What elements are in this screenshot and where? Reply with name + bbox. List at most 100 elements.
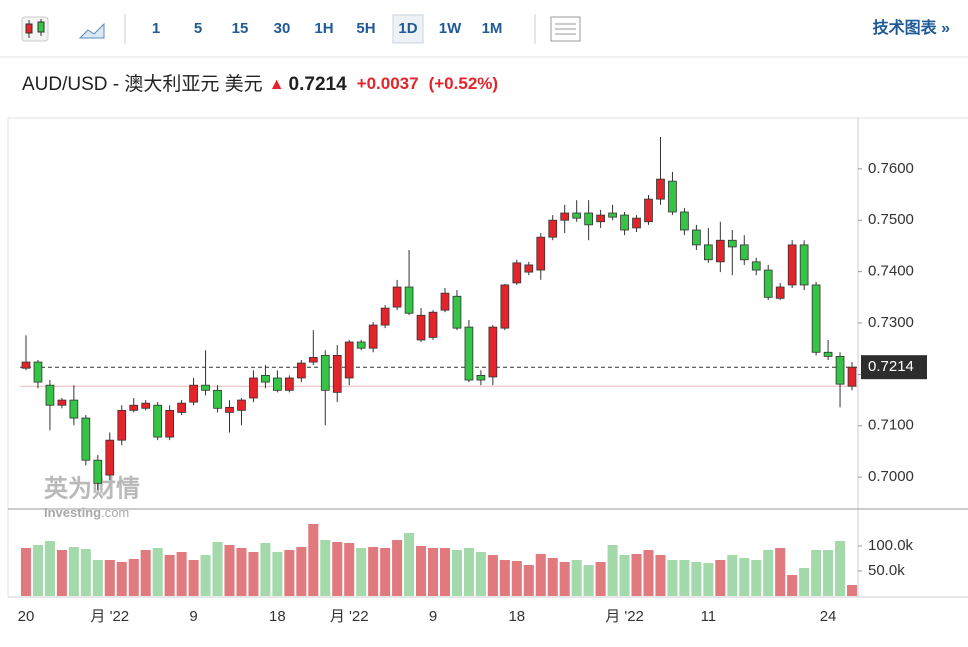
candle-body	[392, 286, 402, 308]
interval[interactable]: 1	[152, 20, 160, 37]
volume-bar	[308, 524, 319, 596]
interval[interactable]: 30	[274, 20, 291, 37]
candle-body	[45, 384, 55, 406]
logo-domain: .com	[101, 505, 129, 520]
candle-body	[320, 354, 330, 391]
volume-bar	[763, 550, 774, 596]
candle-icon[interactable]	[21, 16, 49, 42]
y-tick-label: 0.7400	[868, 263, 914, 280]
candle-body	[715, 239, 725, 263]
volume-bar	[451, 550, 462, 596]
settings-icon[interactable]	[550, 16, 581, 42]
candle-body	[344, 341, 354, 379]
candle-body	[237, 399, 246, 411]
change-pct: (+0.52%)	[429, 74, 498, 93]
candle-body	[201, 384, 210, 391]
candle-body	[847, 366, 857, 387]
volume-bar	[116, 562, 127, 596]
volume-bar	[523, 565, 534, 596]
volume-bar	[164, 555, 175, 596]
candle-body	[177, 402, 186, 413]
x-tick-label: 20	[18, 608, 35, 625]
icon-body	[37, 21, 45, 33]
volume-bar	[547, 558, 558, 596]
x-tick-label: 18	[269, 608, 286, 625]
interval[interactable]: 15	[232, 20, 249, 37]
candle-body	[656, 178, 665, 200]
candle-body	[129, 404, 139, 411]
symbol: AUD/USD - 澳大利亚元 美元	[22, 73, 263, 95]
candle-body	[21, 361, 31, 369]
candle-body	[620, 214, 629, 231]
candle-body	[775, 286, 785, 299]
interval[interactable]: 1W	[439, 20, 462, 37]
candle-body	[692, 229, 701, 246]
volume-bar	[104, 560, 115, 596]
volume-bar	[92, 560, 103, 596]
volume-bar	[344, 543, 355, 596]
current-price-box	[861, 355, 927, 380]
volume-bar	[655, 555, 666, 596]
candle-body	[57, 399, 67, 406]
candle-body	[536, 236, 546, 271]
volume-bar	[619, 555, 630, 596]
volume-bar	[727, 555, 738, 596]
candle-body	[356, 341, 366, 349]
volume-bar	[32, 545, 43, 596]
selected-interval	[392, 14, 424, 44]
volume-bar	[823, 550, 834, 596]
y-tick-label: 0.7000	[868, 468, 914, 485]
candle-body	[704, 244, 713, 261]
interval[interactable]: 5	[194, 20, 202, 37]
candle-body	[416, 314, 426, 341]
candle-body	[213, 389, 222, 409]
candle-body	[117, 409, 127, 441]
candle-body	[308, 357, 318, 363]
volume-bar	[499, 560, 510, 596]
interval[interactable]: 5H	[356, 20, 375, 37]
volume-bar	[80, 549, 91, 596]
volume-bar	[68, 547, 79, 596]
candle-body	[189, 384, 198, 403]
volume-bar	[248, 552, 259, 596]
volume-bar	[583, 565, 594, 596]
x-tick-label: 月 '22	[330, 608, 369, 625]
interval[interactable]: 1M	[482, 20, 503, 37]
volume-bar	[284, 550, 295, 596]
technical-chart-link[interactable]: 技术图表 »	[873, 18, 950, 37]
volume-bar	[128, 559, 139, 596]
volume-bar	[715, 560, 726, 596]
line-icon[interactable]	[78, 22, 105, 39]
candle-body	[596, 214, 605, 223]
candle-body	[823, 351, 833, 357]
volume-bar	[487, 555, 498, 596]
candle-body	[512, 262, 522, 284]
y2-tick-label: 50.0k	[868, 562, 905, 579]
interval[interactable]: 1D	[398, 20, 417, 37]
y2-tick-label: 100.0k	[868, 537, 914, 554]
icon-body	[25, 23, 33, 34]
candle-body	[524, 264, 534, 273]
candle-body	[452, 295, 462, 329]
volume-bar	[631, 554, 642, 596]
volume-bar	[439, 548, 451, 596]
volume-bar	[140, 550, 151, 596]
candle-body	[560, 212, 570, 221]
logo-en: Investing	[44, 505, 101, 520]
candle-body	[141, 402, 151, 409]
candle-body	[680, 211, 689, 231]
candle-body	[584, 212, 593, 226]
volume-bar	[224, 545, 235, 596]
x-tick-label: 24	[820, 608, 837, 625]
price: 0.7214	[289, 74, 348, 95]
volume-bar	[212, 542, 223, 596]
candle-body	[368, 324, 378, 349]
price-arrow: ▲	[269, 76, 285, 93]
volume-bar	[775, 548, 786, 596]
candle-body	[105, 439, 115, 476]
volume-bar	[380, 548, 391, 596]
interval[interactable]: 1H	[314, 20, 333, 37]
volume-bar	[272, 552, 283, 596]
volume-bar	[427, 548, 439, 596]
